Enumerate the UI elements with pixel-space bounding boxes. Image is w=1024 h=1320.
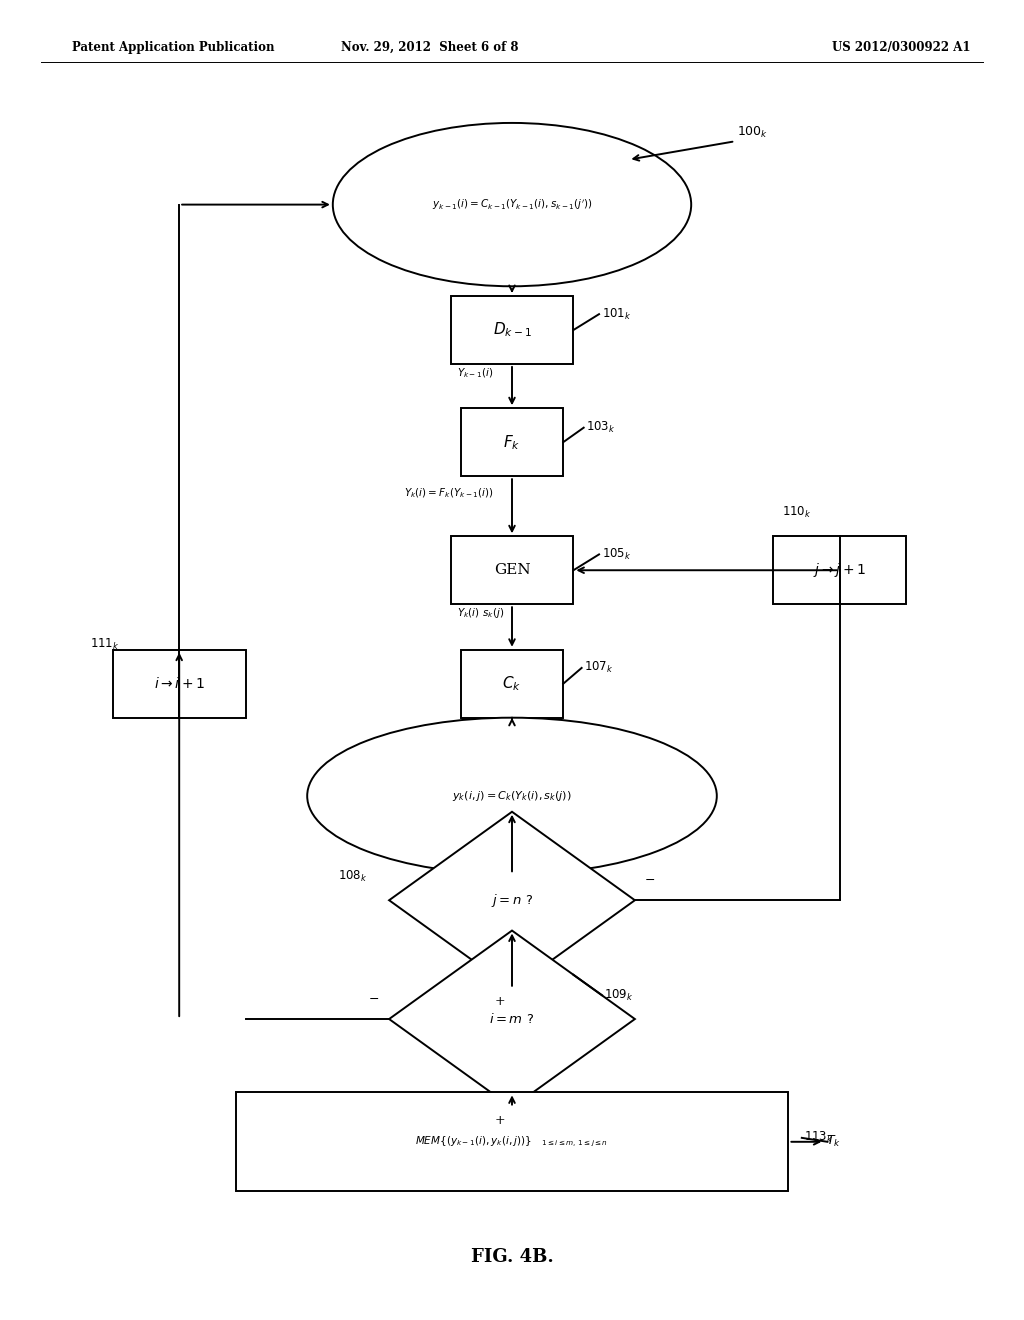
Text: $107_k$: $107_k$ (584, 660, 613, 676)
Text: $103_k$: $103_k$ (586, 420, 615, 436)
Text: $y_k(i,j)=C_k(Y_k(i),s_k(j))$: $y_k(i,j)=C_k(Y_k(i),s_k(j))$ (453, 789, 571, 803)
Text: $108_k$: $108_k$ (338, 869, 368, 884)
Text: $110_k$: $110_k$ (782, 504, 812, 520)
Text: $C_k$: $C_k$ (503, 675, 521, 693)
Bar (461, 408, 563, 477)
Bar (773, 536, 906, 605)
Text: $F_k$: $F_k$ (504, 433, 520, 451)
Text: $j=n\ ?$: $j=n\ ?$ (490, 892, 534, 908)
Polygon shape (389, 931, 635, 1107)
Text: $y_{k-1}(i)=C_{k-1}(Y_{k-1}(i),s_{k-1}(j'))$: $y_{k-1}(i)=C_{k-1}(Y_{k-1}(i),s_{k-1}(j… (431, 198, 593, 211)
Text: $Y_k(i)=F_k(Y_{k-1}(i))$: $Y_k(i)=F_k(Y_{k-1}(i))$ (404, 486, 494, 499)
Text: $Y_k(i)\ s_k(j)$: $Y_k(i)\ s_k(j)$ (457, 606, 504, 620)
Text: $MEM\{(y_{k-1}(i),y_k(i,j))\}$   ${}_{1\leq i\leq m,\,1\leq j\leq n}$: $MEM\{(y_{k-1}(i),y_k(i,j))\}$ ${}_{1\le… (416, 1135, 608, 1148)
Text: −: − (369, 993, 379, 1006)
Ellipse shape (333, 123, 691, 286)
Text: $i=m\ ?$: $i=m\ ?$ (489, 1012, 535, 1026)
Text: +: + (495, 995, 505, 1008)
Text: $i\rightarrow i+1$: $i\rightarrow i+1$ (154, 676, 205, 692)
Text: $T_k$: $T_k$ (826, 1134, 842, 1150)
Text: Nov. 29, 2012  Sheet 6 of 8: Nov. 29, 2012 Sheet 6 of 8 (341, 41, 519, 54)
Text: GEN: GEN (494, 564, 530, 577)
Bar (461, 649, 563, 718)
Text: Patent Application Publication: Patent Application Publication (72, 41, 274, 54)
Bar (451, 296, 573, 364)
Text: $109_k$: $109_k$ (604, 987, 634, 1003)
Text: $D_{k-1}$: $D_{k-1}$ (493, 321, 531, 339)
Polygon shape (389, 812, 635, 989)
Bar (236, 1093, 788, 1191)
Text: +: + (495, 1114, 505, 1127)
Text: $j\rightarrow j+1$: $j\rightarrow j+1$ (813, 561, 866, 579)
Text: $100_k$: $100_k$ (737, 124, 769, 140)
Text: −: − (645, 874, 655, 887)
Text: $101_k$: $101_k$ (602, 306, 632, 322)
Text: $111_k$: $111_k$ (90, 636, 120, 652)
Bar (113, 649, 246, 718)
Text: FIG. 4B.: FIG. 4B. (471, 1247, 553, 1266)
Bar (451, 536, 573, 605)
Text: $105_k$: $105_k$ (602, 546, 632, 562)
Text: $113_k$: $113_k$ (804, 1130, 834, 1146)
Ellipse shape (307, 718, 717, 874)
Text: US 2012/0300922 A1: US 2012/0300922 A1 (831, 41, 971, 54)
Text: $Y_{k-1}(i)$: $Y_{k-1}(i)$ (457, 366, 494, 380)
